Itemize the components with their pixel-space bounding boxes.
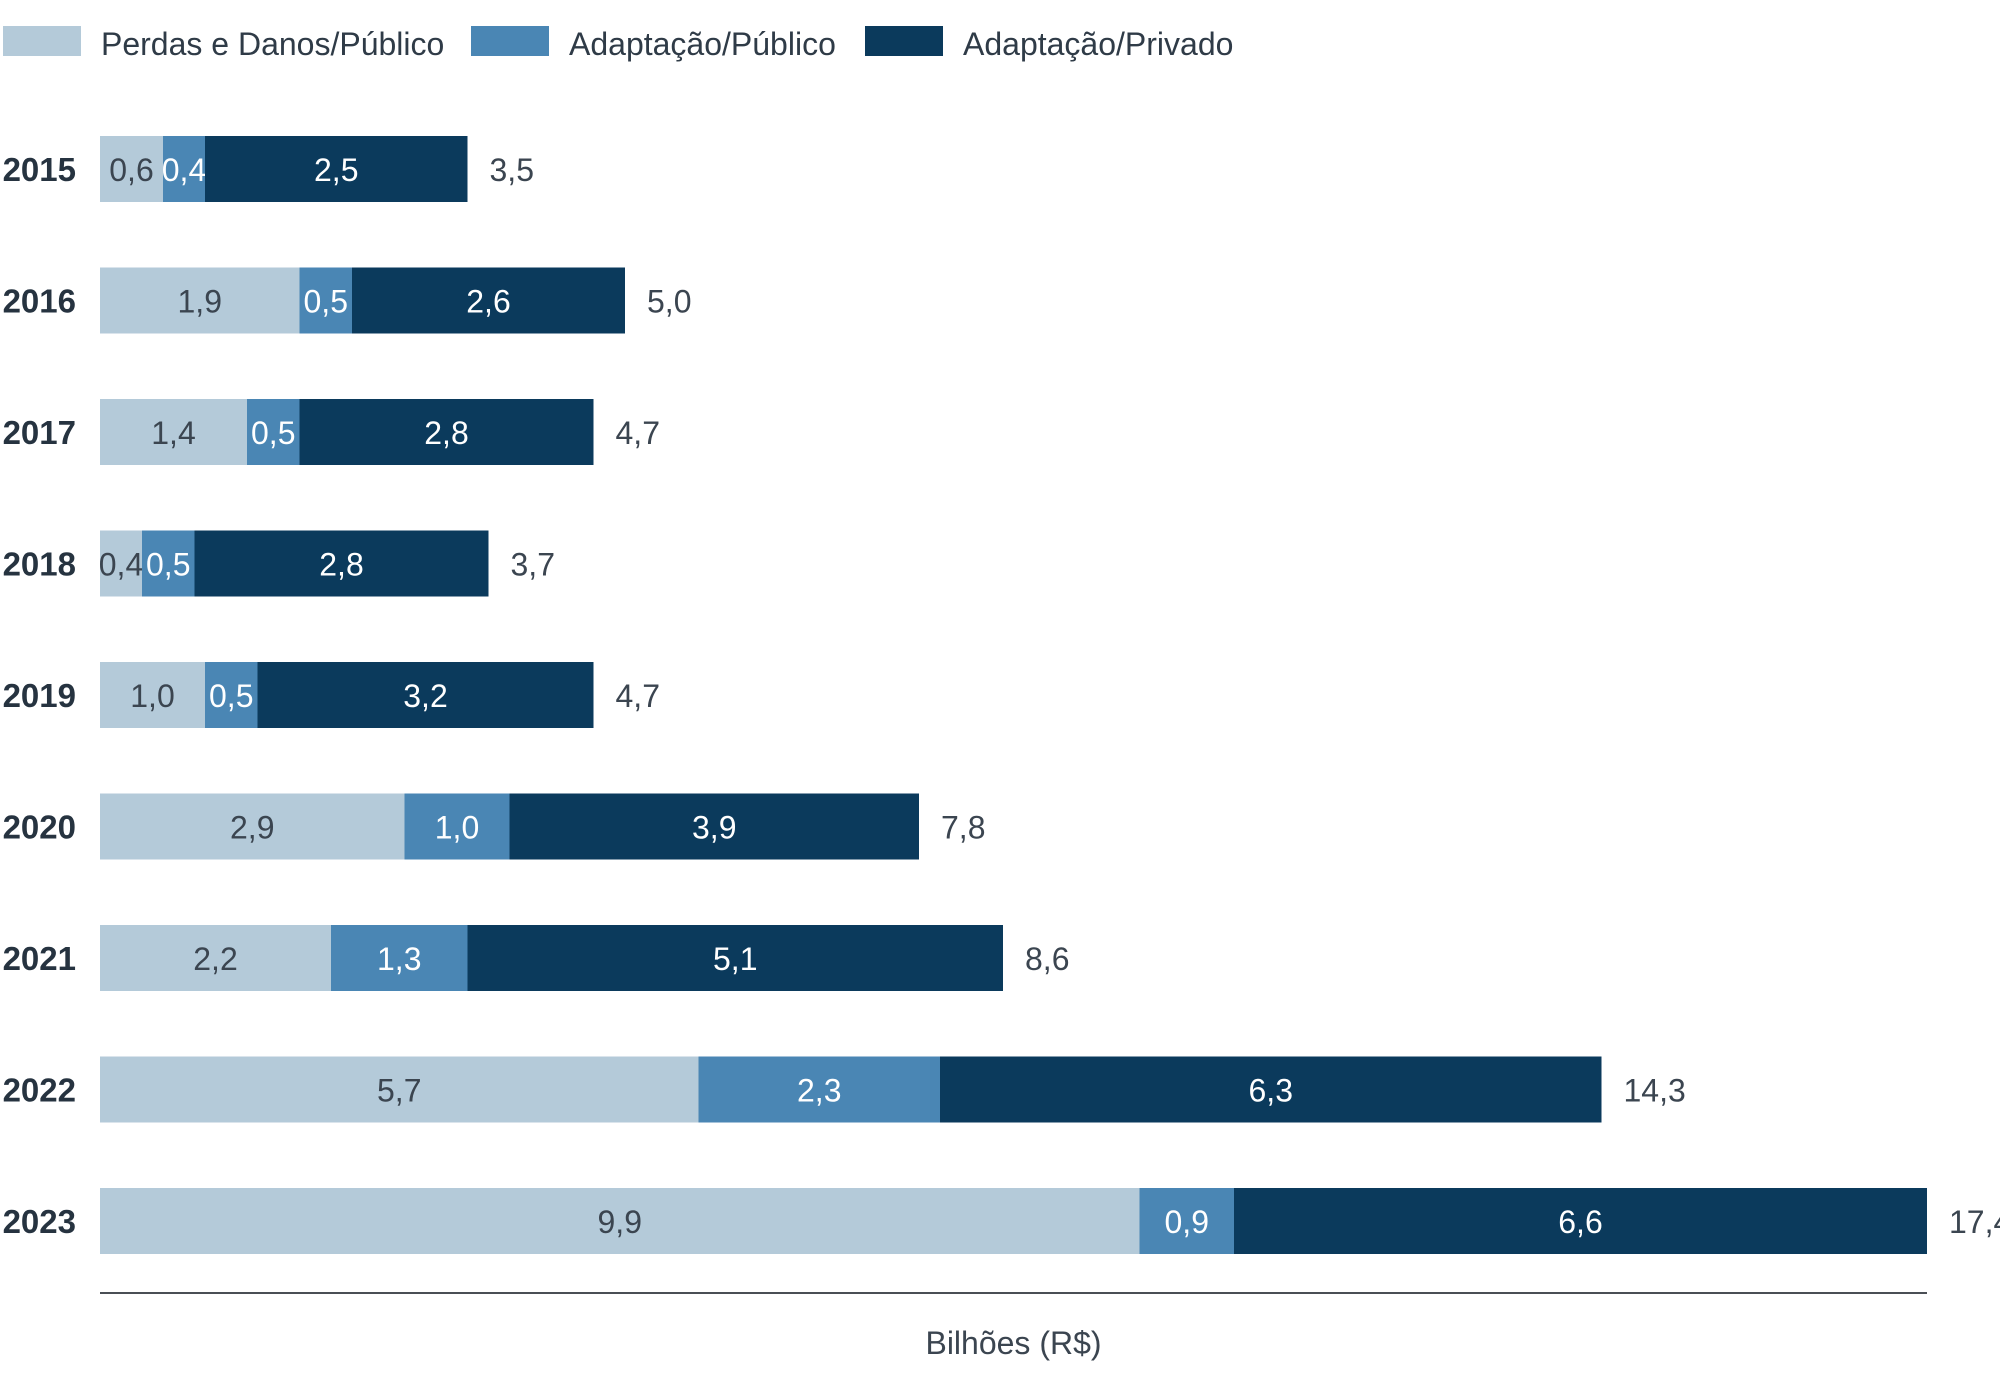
data-label-2023-series-2: 6,6: [1558, 1204, 1602, 1240]
data-label-2021-series-2: 5,1: [713, 941, 757, 977]
bar-2022-series-2: [940, 1056, 1602, 1123]
x-axis: Bilhões (R$): [100, 1292, 1927, 1361]
bar-2023-series-1: [1139, 1188, 1234, 1254]
legend-label-0: Perdas e Danos/Público: [101, 26, 444, 62]
data-label-2022-series-0: 5,7: [377, 1073, 421, 1109]
data-label-2023-series-0: 9,9: [598, 1204, 642, 1240]
category-label-2018: 2018: [3, 546, 76, 583]
data-label-2018-series-1: 0,5: [146, 547, 190, 583]
data-label-2015-series-0: 0,6: [109, 152, 153, 188]
data-label-2016-series-0: 1,9: [178, 284, 222, 320]
bar-2020-series-2: [509, 793, 919, 860]
total-label-2022: 14,3: [1624, 1073, 1686, 1109]
data-label-2015-series-1: 0,4: [162, 152, 206, 188]
bar-2017-series-1: [247, 399, 300, 465]
data-label-2016-series-1: 0,5: [304, 284, 348, 320]
data-label-2021-series-0: 2,2: [193, 941, 237, 977]
bar-2019-series-0: [100, 662, 205, 728]
data-label-2022-series-2: 6,3: [1249, 1073, 1293, 1109]
bar-2017-series-2: [299, 399, 594, 465]
data-label-2020-series-2: 3,9: [692, 810, 736, 846]
category-label-2015: 2015: [3, 151, 76, 188]
data-label-2021-series-1: 1,3: [377, 941, 421, 977]
data-label-2020-series-1: 1,0: [435, 810, 479, 846]
total-label-2020: 7,8: [941, 810, 985, 846]
data-label-2017-series-2: 2,8: [424, 415, 468, 451]
data-label-2018-series-2: 2,8: [319, 547, 363, 583]
bar-2015-series-2: [205, 136, 468, 202]
category-label-2023: 2023: [3, 1203, 76, 1240]
bar-2020-series-0: [100, 793, 405, 860]
bar-2018-series-1: [142, 530, 195, 597]
category-label-2017: 2017: [3, 414, 76, 451]
bar-2022-series-1: [698, 1056, 940, 1123]
data-label-2018-series-0: 0,4: [99, 547, 143, 583]
legend-swatch-0: [3, 26, 81, 56]
total-label-2015: 3,5: [490, 152, 534, 188]
data-label-2019-series-0: 1,0: [130, 678, 174, 714]
category-label-2016: 2016: [3, 283, 76, 320]
legend-swatch-1: [471, 26, 549, 56]
category-label-2019: 2019: [3, 677, 76, 714]
legend-label-2: Adaptação/Privado: [963, 26, 1233, 62]
bar-2015-series-1: [163, 136, 205, 202]
bar-2015-series-0: [100, 136, 163, 202]
total-label-2021: 8,6: [1025, 941, 1069, 977]
total-label-2017: 4,7: [616, 415, 660, 451]
bar-2021-series-1: [331, 925, 468, 991]
bar-2019-series-2: [257, 662, 594, 728]
total-label-2023: 17,4: [1949, 1204, 2000, 1240]
data-label-2017-series-0: 1,4: [151, 415, 195, 451]
total-label-2018: 3,7: [511, 547, 555, 583]
bar-2020-series-1: [404, 793, 510, 860]
bar-2017-series-0: [100, 399, 247, 465]
data-label-2020-series-0: 2,9: [230, 810, 274, 846]
bar-2016-series-0: [100, 267, 300, 334]
bar-2016-series-1: [299, 267, 352, 334]
bar-2023-series-0: [100, 1188, 1140, 1254]
data-label-2016-series-2: 2,6: [466, 284, 510, 320]
data-label-2019-series-1: 0,5: [209, 678, 253, 714]
legend-swatch-2: [865, 26, 943, 56]
data-label-2019-series-2: 3,2: [403, 678, 447, 714]
data-label-2015-series-2: 2,5: [314, 152, 358, 188]
data-label-2022-series-1: 2,3: [797, 1073, 841, 1109]
bar-2023-series-2: [1234, 1188, 1927, 1254]
data-label-2023-series-1: 0,9: [1165, 1204, 1209, 1240]
category-label-2022: 2022: [3, 1072, 76, 1109]
bar-2022-series-0: [100, 1056, 699, 1123]
data-label-2017-series-1: 0,5: [251, 415, 295, 451]
bar-2018-series-2: [194, 530, 489, 597]
bar-2021-series-0: [100, 925, 331, 991]
bar-2021-series-2: [467, 925, 1003, 991]
total-label-2019: 4,7: [616, 678, 660, 714]
legend-label-1: Adaptação/Público: [569, 26, 836, 62]
legend: Perdas e Danos/Público Adaptação/Público A…: [3, 26, 1233, 62]
bar-2018-series-0: [100, 530, 142, 597]
bar-2016-series-2: [352, 267, 625, 334]
category-label-2021: 2021: [3, 940, 76, 977]
total-label-2016: 5,0: [647, 284, 691, 320]
category-label-2020: 2020: [3, 809, 76, 846]
x-axis-label: Bilhões (R$): [925, 1325, 1101, 1361]
bar-2019-series-1: [205, 662, 258, 728]
